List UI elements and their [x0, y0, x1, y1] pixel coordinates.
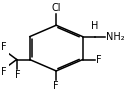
- Text: NH₂: NH₂: [106, 32, 124, 42]
- Text: F: F: [53, 81, 59, 91]
- Text: Cl: Cl: [51, 3, 61, 13]
- Text: F: F: [96, 55, 101, 64]
- Text: F: F: [1, 42, 7, 52]
- Text: F: F: [15, 70, 21, 80]
- Text: H: H: [91, 21, 98, 31]
- Text: F: F: [1, 67, 7, 77]
